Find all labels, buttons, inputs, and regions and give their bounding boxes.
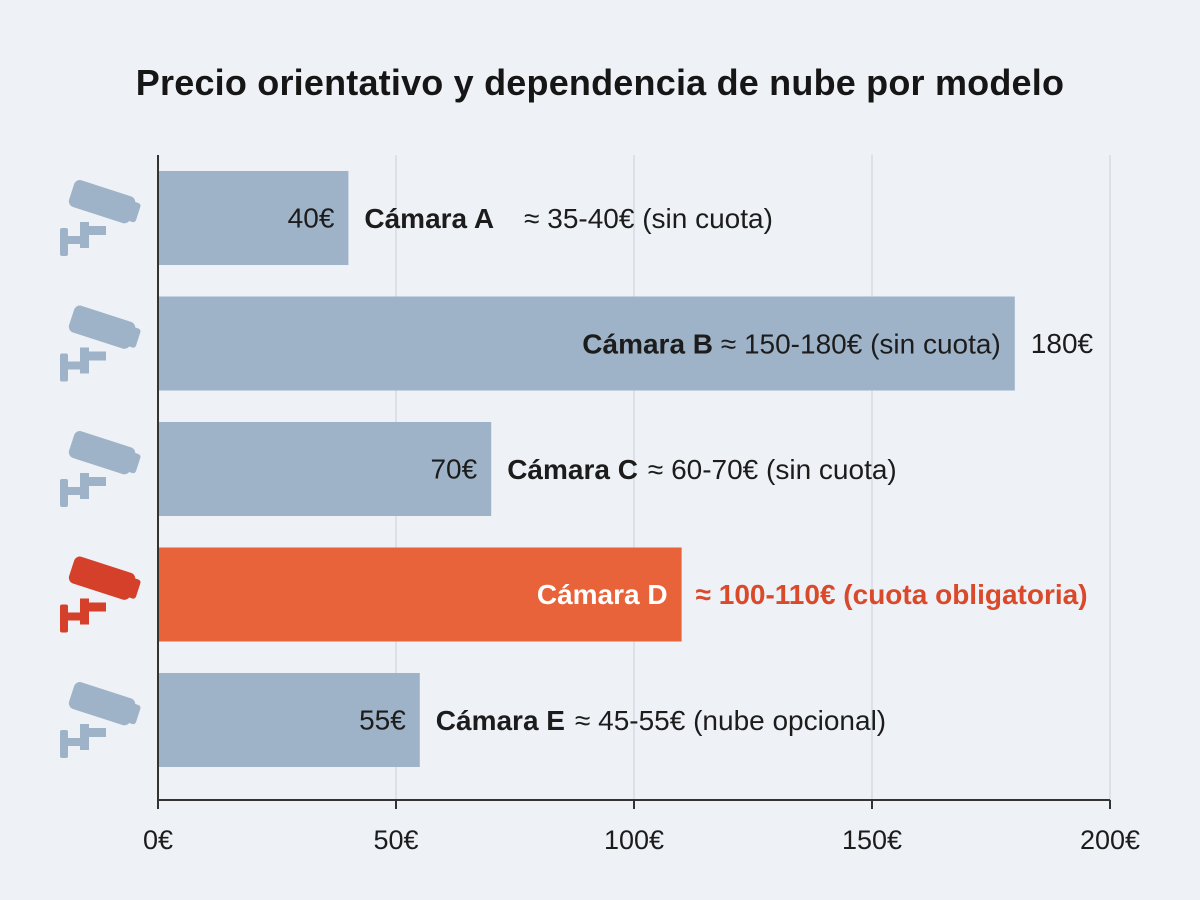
- camera-lens: [126, 327, 141, 348]
- bar: [158, 673, 420, 767]
- camera-wall-arm: [60, 487, 84, 495]
- camera-wall-arm: [60, 738, 84, 746]
- security-camera-icon: [60, 431, 141, 507]
- camera-body: [68, 305, 141, 349]
- camera-mount-bracket: [80, 602, 106, 612]
- security-camera-icon: [60, 682, 141, 758]
- camera-mount-bracket: [80, 477, 106, 486]
- x-tick-label: 200€: [1080, 825, 1140, 855]
- camera-name: Cámara B: [582, 328, 721, 359]
- camera-wall-arm: [60, 361, 84, 370]
- value-label: 55€: [359, 705, 406, 736]
- camera-mount-bracket: [80, 351, 106, 361]
- camera-name: Cámara D: [537, 579, 668, 610]
- camera-lens: [126, 578, 141, 599]
- value-label: 180€: [1031, 328, 1094, 359]
- price-range: ≈ 60-70€ (sin cuota): [648, 454, 897, 485]
- chart-title: Precio orientativo y dependencia de nube…: [135, 62, 1065, 103]
- security-camera-icon: [60, 556, 141, 633]
- bar-label: Cámara A ≈ 35-40€ (sin cuota): [364, 203, 773, 234]
- bar: [158, 171, 349, 265]
- value-label: 70€: [430, 454, 477, 485]
- bar-row: Cámara D ≈ 100-110€ (cuota obligatoria): [60, 547, 1088, 642]
- bar: [158, 296, 1015, 391]
- bar-label: Cámara C ≈ 60-70€ (sin cuota): [507, 454, 897, 485]
- camera-name: Cámara A: [364, 203, 494, 234]
- camera-housing: [68, 556, 136, 600]
- camera-body: [68, 431, 141, 475]
- camera-body: [68, 556, 141, 600]
- camera-housing: [68, 431, 136, 475]
- camera-housing: [68, 180, 136, 224]
- x-tick-label: 50€: [373, 825, 418, 855]
- camera-mount-bracket: [80, 728, 106, 737]
- price-range: ≈ 45-55€ (nube opcional): [575, 705, 886, 736]
- price-range: ≈ 100-110€ (cuota obligatoria): [696, 579, 1088, 610]
- camera-wall-arm: [60, 612, 84, 621]
- price-range: ≈ 35-40€ (sin cuota): [524, 203, 773, 234]
- camera-housing: [68, 682, 136, 726]
- camera-lens: [126, 703, 141, 725]
- bar-row: 55€ Cámara E ≈ 45-55€ (nube opcional): [60, 673, 886, 767]
- security-camera-icon: [60, 305, 141, 382]
- bar: [158, 422, 492, 516]
- value-label: 40€: [288, 203, 335, 234]
- camera-name: Cámara C: [507, 454, 638, 485]
- camera-body: [68, 180, 141, 224]
- bar-row: Cámara B ≈ 150-180€ (sin cuota) 180€: [60, 296, 1094, 391]
- security-camera-icon: [60, 180, 141, 256]
- camera-lens: [126, 452, 141, 474]
- x-tick-label: 150€: [842, 825, 902, 855]
- camera-housing: [68, 305, 136, 349]
- camera-lens: [126, 201, 141, 223]
- bar: [158, 547, 682, 642]
- camera-wall-arm: [60, 236, 84, 244]
- camera-name: Cámara E: [436, 705, 565, 736]
- camera-mount-bracket: [80, 226, 106, 235]
- price-range: ≈ 150-180€ (sin cuota): [721, 328, 1001, 359]
- x-tick-label: 100€: [604, 825, 664, 855]
- camera-body: [68, 682, 141, 726]
- bar-label: Cámara E ≈ 45-55€ (nube opcional): [436, 705, 886, 736]
- bar-row: 40€ Cámara A ≈ 35-40€ (sin cuota): [60, 171, 773, 265]
- bar-label: Cámara B ≈ 150-180€ (sin cuota): [582, 328, 1001, 359]
- x-tick-label: 0€: [143, 825, 173, 855]
- bar-row: 70€ Cámara C ≈ 60-70€ (sin cuota): [60, 422, 897, 516]
